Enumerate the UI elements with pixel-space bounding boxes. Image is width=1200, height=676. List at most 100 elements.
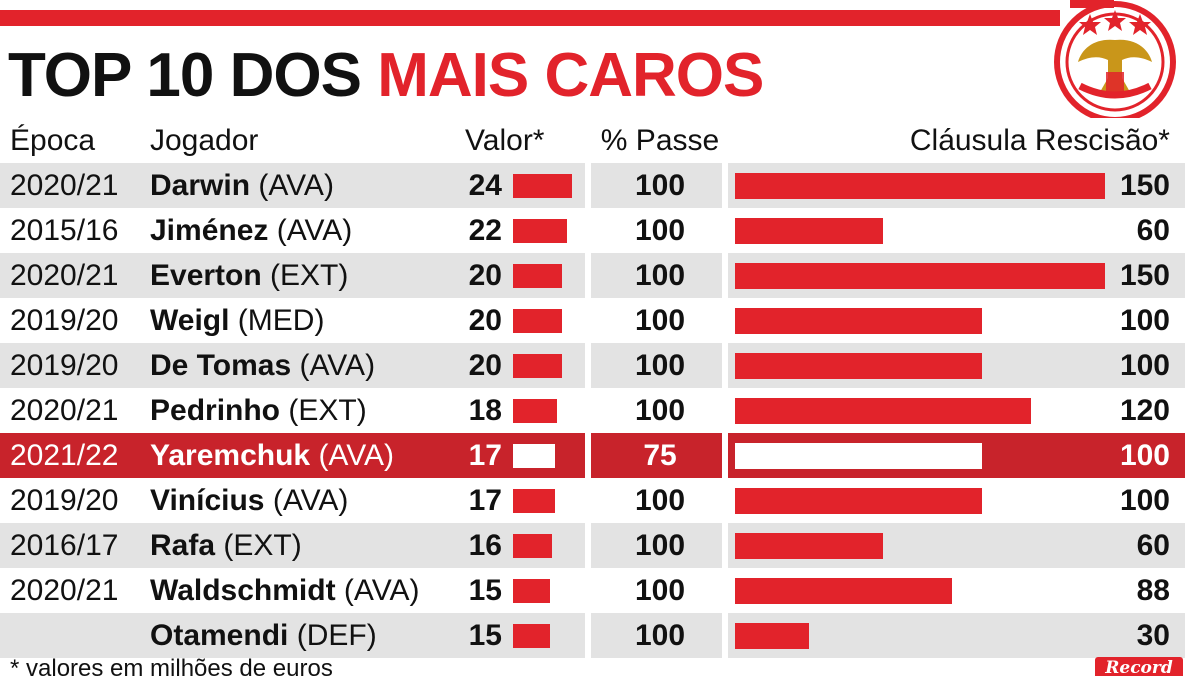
valor-bar — [513, 624, 550, 648]
column-separator — [722, 388, 728, 433]
cell-valor: 15 — [468, 619, 502, 652]
player-name: Darwin — [150, 169, 251, 202]
table-body: 2020/21 Darwin (AVA) 24 100 150 2015/16 Jiméne… — [0, 163, 1185, 658]
cell-jogador: Rafa (EXT) — [150, 523, 460, 568]
player-name: Everton — [150, 259, 262, 292]
player-name: Rafa — [150, 529, 216, 562]
player-position: (AVA) — [258, 169, 334, 202]
column-separator — [585, 163, 591, 208]
cell-valor: 18 — [468, 394, 502, 427]
player-name: Pedrinho — [150, 394, 281, 427]
cell-jogador: Pedrinho (EXT) — [150, 388, 460, 433]
column-separator — [722, 343, 728, 388]
cell-valor: 20 — [468, 349, 502, 382]
clausula-bar — [735, 173, 1105, 199]
valor-bar — [513, 264, 562, 288]
valor-bar — [513, 579, 550, 603]
valor-bar — [513, 309, 562, 333]
column-separator — [585, 298, 591, 343]
player-name: Otamendi — [150, 619, 289, 652]
valor-bar — [513, 444, 555, 468]
player-position: (AVA) — [318, 439, 394, 472]
clausula-bar — [735, 578, 952, 604]
player-position: (EXT) — [288, 394, 367, 427]
cell-epoca: 2019/20 — [10, 349, 119, 382]
player-position: (AVA) — [276, 214, 353, 247]
player-position: (EXT) — [223, 529, 302, 562]
cell-jogador: Everton (EXT) — [150, 253, 460, 298]
cell-clausula: 30 — [1136, 619, 1170, 652]
column-separator — [585, 433, 591, 478]
cell-epoca: 2016/17 — [10, 529, 119, 562]
player-name: Weigl — [150, 304, 230, 337]
valor-bar — [513, 354, 562, 378]
cell-passe: 100 — [634, 259, 686, 292]
cell-jogador: De Tomas (AVA) — [150, 343, 460, 388]
cell-valor: 20 — [468, 259, 502, 292]
column-separator — [585, 343, 591, 388]
player-position: (AVA) — [272, 484, 349, 517]
player-name: De Tomas — [150, 349, 292, 382]
column-separator — [722, 253, 728, 298]
cell-clausula: 60 — [1136, 529, 1170, 562]
title-part-2: MAIS CAROS — [377, 41, 764, 110]
cell-epoca: 2015/16 — [10, 214, 119, 247]
valor-bar — [513, 174, 572, 198]
cell-jogador: Vinícius (AVA) — [150, 478, 460, 523]
footnote: * valores em milhões de euros — [10, 655, 333, 676]
cell-epoca — [10, 613, 140, 658]
cell-clausula: 150 — [1119, 169, 1170, 202]
cell-passe: 100 — [634, 529, 686, 562]
cell-epoca: 2020/21 — [10, 169, 119, 202]
table-row: 2020/21 Pedrinho (EXT) 18 100 120 — [0, 388, 1185, 433]
player-position: (MED) — [237, 304, 325, 337]
player-position: (AVA) — [299, 349, 376, 382]
table-row: 2016/17 Rafa (EXT) 16 100 60 — [0, 523, 1185, 568]
cell-jogador: Waldschmidt (AVA) — [150, 568, 460, 613]
cell-jogador: Darwin (AVA) — [150, 163, 460, 208]
header-clausula: Cláusula Rescisão* — [909, 124, 1170, 157]
table-row: Otamendi (DEF) 15 100 30 — [0, 613, 1185, 658]
player-name: Vinícius — [150, 484, 265, 517]
player-name: Jiménez — [150, 214, 269, 247]
table-header-row: Época Jogador Valor* % Passe Cláusula Re… — [0, 118, 1185, 163]
cell-epoca: 2020/21 — [10, 574, 119, 607]
cell-valor: 17 — [468, 484, 502, 517]
clausula-bar — [735, 263, 1105, 289]
table-row: 2020/21 Everton (EXT) 20 100 150 — [0, 253, 1185, 298]
cell-passe: 75 — [643, 439, 677, 472]
table-row: 2021/22 Yaremchuk (AVA) 17 75 100 — [0, 433, 1185, 478]
table-row: 2019/20 Vinícius (AVA) 17 100 100 — [0, 478, 1185, 523]
clausula-bar — [735, 218, 883, 244]
cell-passe: 100 — [634, 574, 686, 607]
clausula-bar — [735, 533, 883, 559]
table-row: 2020/21 Waldschmidt (AVA) 15 100 88 — [0, 568, 1185, 613]
column-separator — [722, 613, 728, 658]
column-separator — [722, 478, 728, 523]
cell-clausula: 60 — [1136, 214, 1170, 247]
cell-clausula: 120 — [1119, 394, 1170, 427]
cell-clausula: 100 — [1119, 349, 1170, 382]
cell-epoca: 2019/20 — [10, 304, 119, 337]
player-position: (EXT) — [270, 259, 349, 292]
publisher-logo: Record — [1095, 657, 1183, 676]
cell-passe: 100 — [634, 619, 686, 652]
column-separator — [585, 208, 591, 253]
cell-valor: 22 — [468, 214, 502, 247]
column-separator — [722, 208, 728, 253]
clausula-bar — [735, 443, 982, 469]
cell-passe: 100 — [634, 214, 686, 247]
clausula-bar — [735, 308, 982, 334]
cell-passe: 100 — [634, 304, 686, 337]
cell-clausula: 150 — [1119, 259, 1170, 292]
clausula-bar — [735, 623, 809, 649]
top-accent-bar — [0, 10, 1060, 26]
cell-valor: 24 — [468, 169, 502, 202]
clausula-bar — [735, 488, 982, 514]
cell-clausula: 100 — [1119, 484, 1170, 517]
cell-passe: 100 — [634, 169, 686, 202]
title-part-1: TOP 10 DOS — [8, 41, 362, 110]
header-epoca: Época — [10, 124, 96, 157]
clausula-bar — [735, 398, 1031, 424]
cell-clausula: 100 — [1119, 439, 1170, 472]
